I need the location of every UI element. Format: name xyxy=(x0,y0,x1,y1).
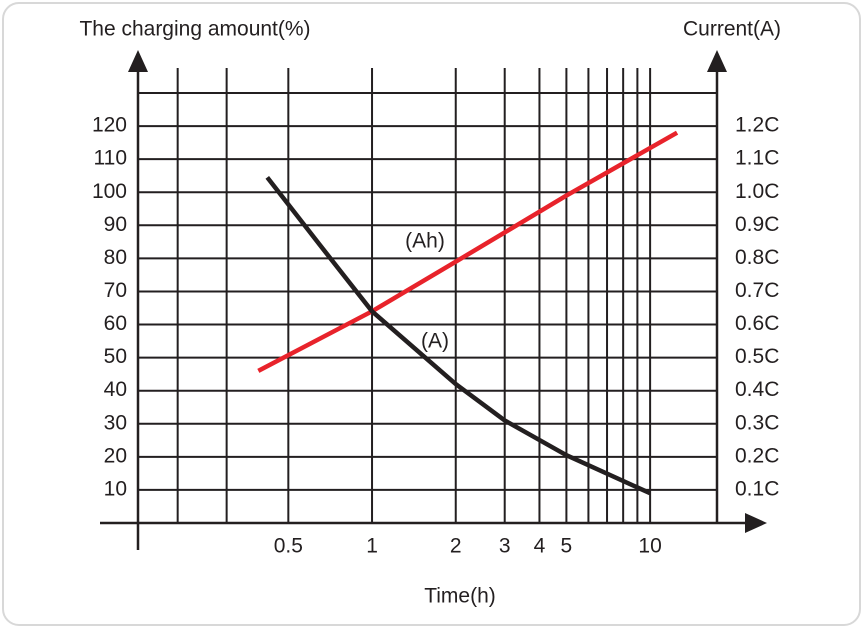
y-tick-label: 70 xyxy=(104,279,127,302)
y2-tick-label: 1.2C xyxy=(735,114,779,137)
grid xyxy=(138,68,717,523)
x-tick-label: 5 xyxy=(561,535,573,558)
y-tick-label: 100 xyxy=(92,180,127,203)
arrow xyxy=(707,50,727,72)
y2-tick-label: 0.5C xyxy=(735,345,779,368)
y2-tick-label: 0.9C xyxy=(735,213,779,236)
y-tick-label: 80 xyxy=(104,246,127,269)
x-tick-label: 0.5 xyxy=(274,535,303,558)
series-line xyxy=(257,130,679,373)
y-tick-label: 50 xyxy=(104,345,127,368)
y2-tick-label: 0.4C xyxy=(735,378,779,401)
y2-tick-label: 0.3C xyxy=(735,411,779,434)
y2-tick-label: 1.1C xyxy=(735,147,779,170)
y-tick-label: 110 xyxy=(94,147,127,170)
y-axis-title: The charging amount(%) xyxy=(79,18,310,41)
y2-tick-label: 0.2C xyxy=(735,444,779,467)
y-tick-label: 120 xyxy=(92,114,127,137)
y2-tick-label: 0.7C xyxy=(735,279,779,302)
series-label: (Ah) xyxy=(405,230,445,253)
series-label: (A) xyxy=(421,330,449,353)
y-tick-label: 60 xyxy=(104,312,127,335)
y-tick-label: 90 xyxy=(104,213,127,236)
plot xyxy=(257,130,679,496)
x-tick-label: 4 xyxy=(534,535,546,558)
y-tick-label: 20 xyxy=(104,444,127,467)
x-tick-label: 3 xyxy=(499,535,511,558)
x-tick-label: 2 xyxy=(450,535,462,558)
y2-axis-title: Current(A) xyxy=(683,18,781,41)
arrow xyxy=(745,513,767,533)
y2-tick-label: 0.1C xyxy=(735,477,779,500)
x-tick-label: 10 xyxy=(638,535,661,558)
y-tick-label: 30 xyxy=(104,411,127,434)
y2-tick-label: 0.6C xyxy=(735,312,779,335)
x-axis-title: Time(h) xyxy=(424,585,496,608)
y2-tick-label: 0.8C xyxy=(735,246,779,269)
arrow xyxy=(128,50,148,72)
series-line xyxy=(265,175,652,496)
y-tick-label: 10 xyxy=(104,477,127,500)
x-tick-label: 1 xyxy=(366,535,378,558)
y2-tick-label: 1.0C xyxy=(735,180,779,203)
y-tick-label: 40 xyxy=(104,378,127,401)
